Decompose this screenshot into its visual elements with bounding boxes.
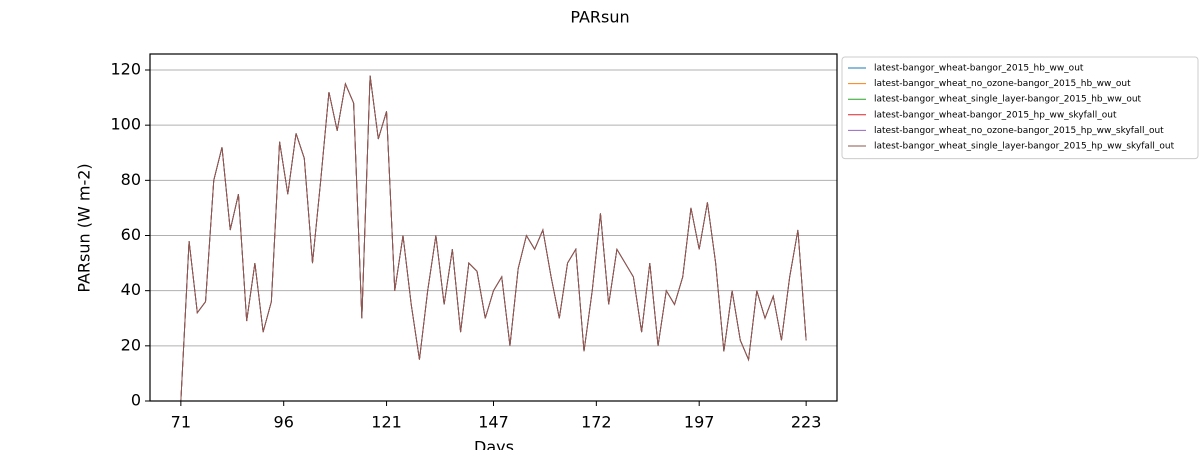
x-tick-label: 223 [791,413,822,432]
x-tick-label: 147 [478,413,509,432]
x-tick-label: 172 [581,413,612,432]
y-tick-label: 0 [131,391,141,410]
legend-label: latest-bangor_wheat_no_ozone-bangor_2015… [874,126,1164,136]
x-tick-label: 121 [371,413,402,432]
plot-frame [149,53,838,402]
y-tick-label: 80 [121,170,141,189]
x-tick-label: 96 [274,413,294,432]
legend-label: latest-bangor_wheat-bangor_2015_hp_ww_sk… [874,110,1117,120]
y-tick-label: 120 [110,59,141,78]
legend-label: latest-bangor_wheat-bangor_2015_hb_ww_ou… [874,64,1084,74]
legend-label: latest-bangor_wheat_no_ozone-bangor_2015… [874,79,1131,89]
x-axis-label: Days [474,438,514,450]
x-tick-label: 71 [171,413,191,432]
y-axis-label: PARsun (W m-2) [75,163,94,292]
y-tick-label: 60 [121,225,141,244]
y-tick-label: 20 [121,335,141,354]
y-tick-label: 100 [110,115,141,134]
y-tick-label: 40 [121,280,141,299]
series-line [180,75,807,402]
chart-title: PARsun [570,8,629,27]
x-tick-label: 197 [684,413,715,432]
legend-label: latest-bangor_wheat_single_layer-bangor_… [874,142,1175,152]
legend-label: latest-bangor_wheat_single_layer-bangor_… [874,95,1142,105]
legend-box [841,56,1199,160]
